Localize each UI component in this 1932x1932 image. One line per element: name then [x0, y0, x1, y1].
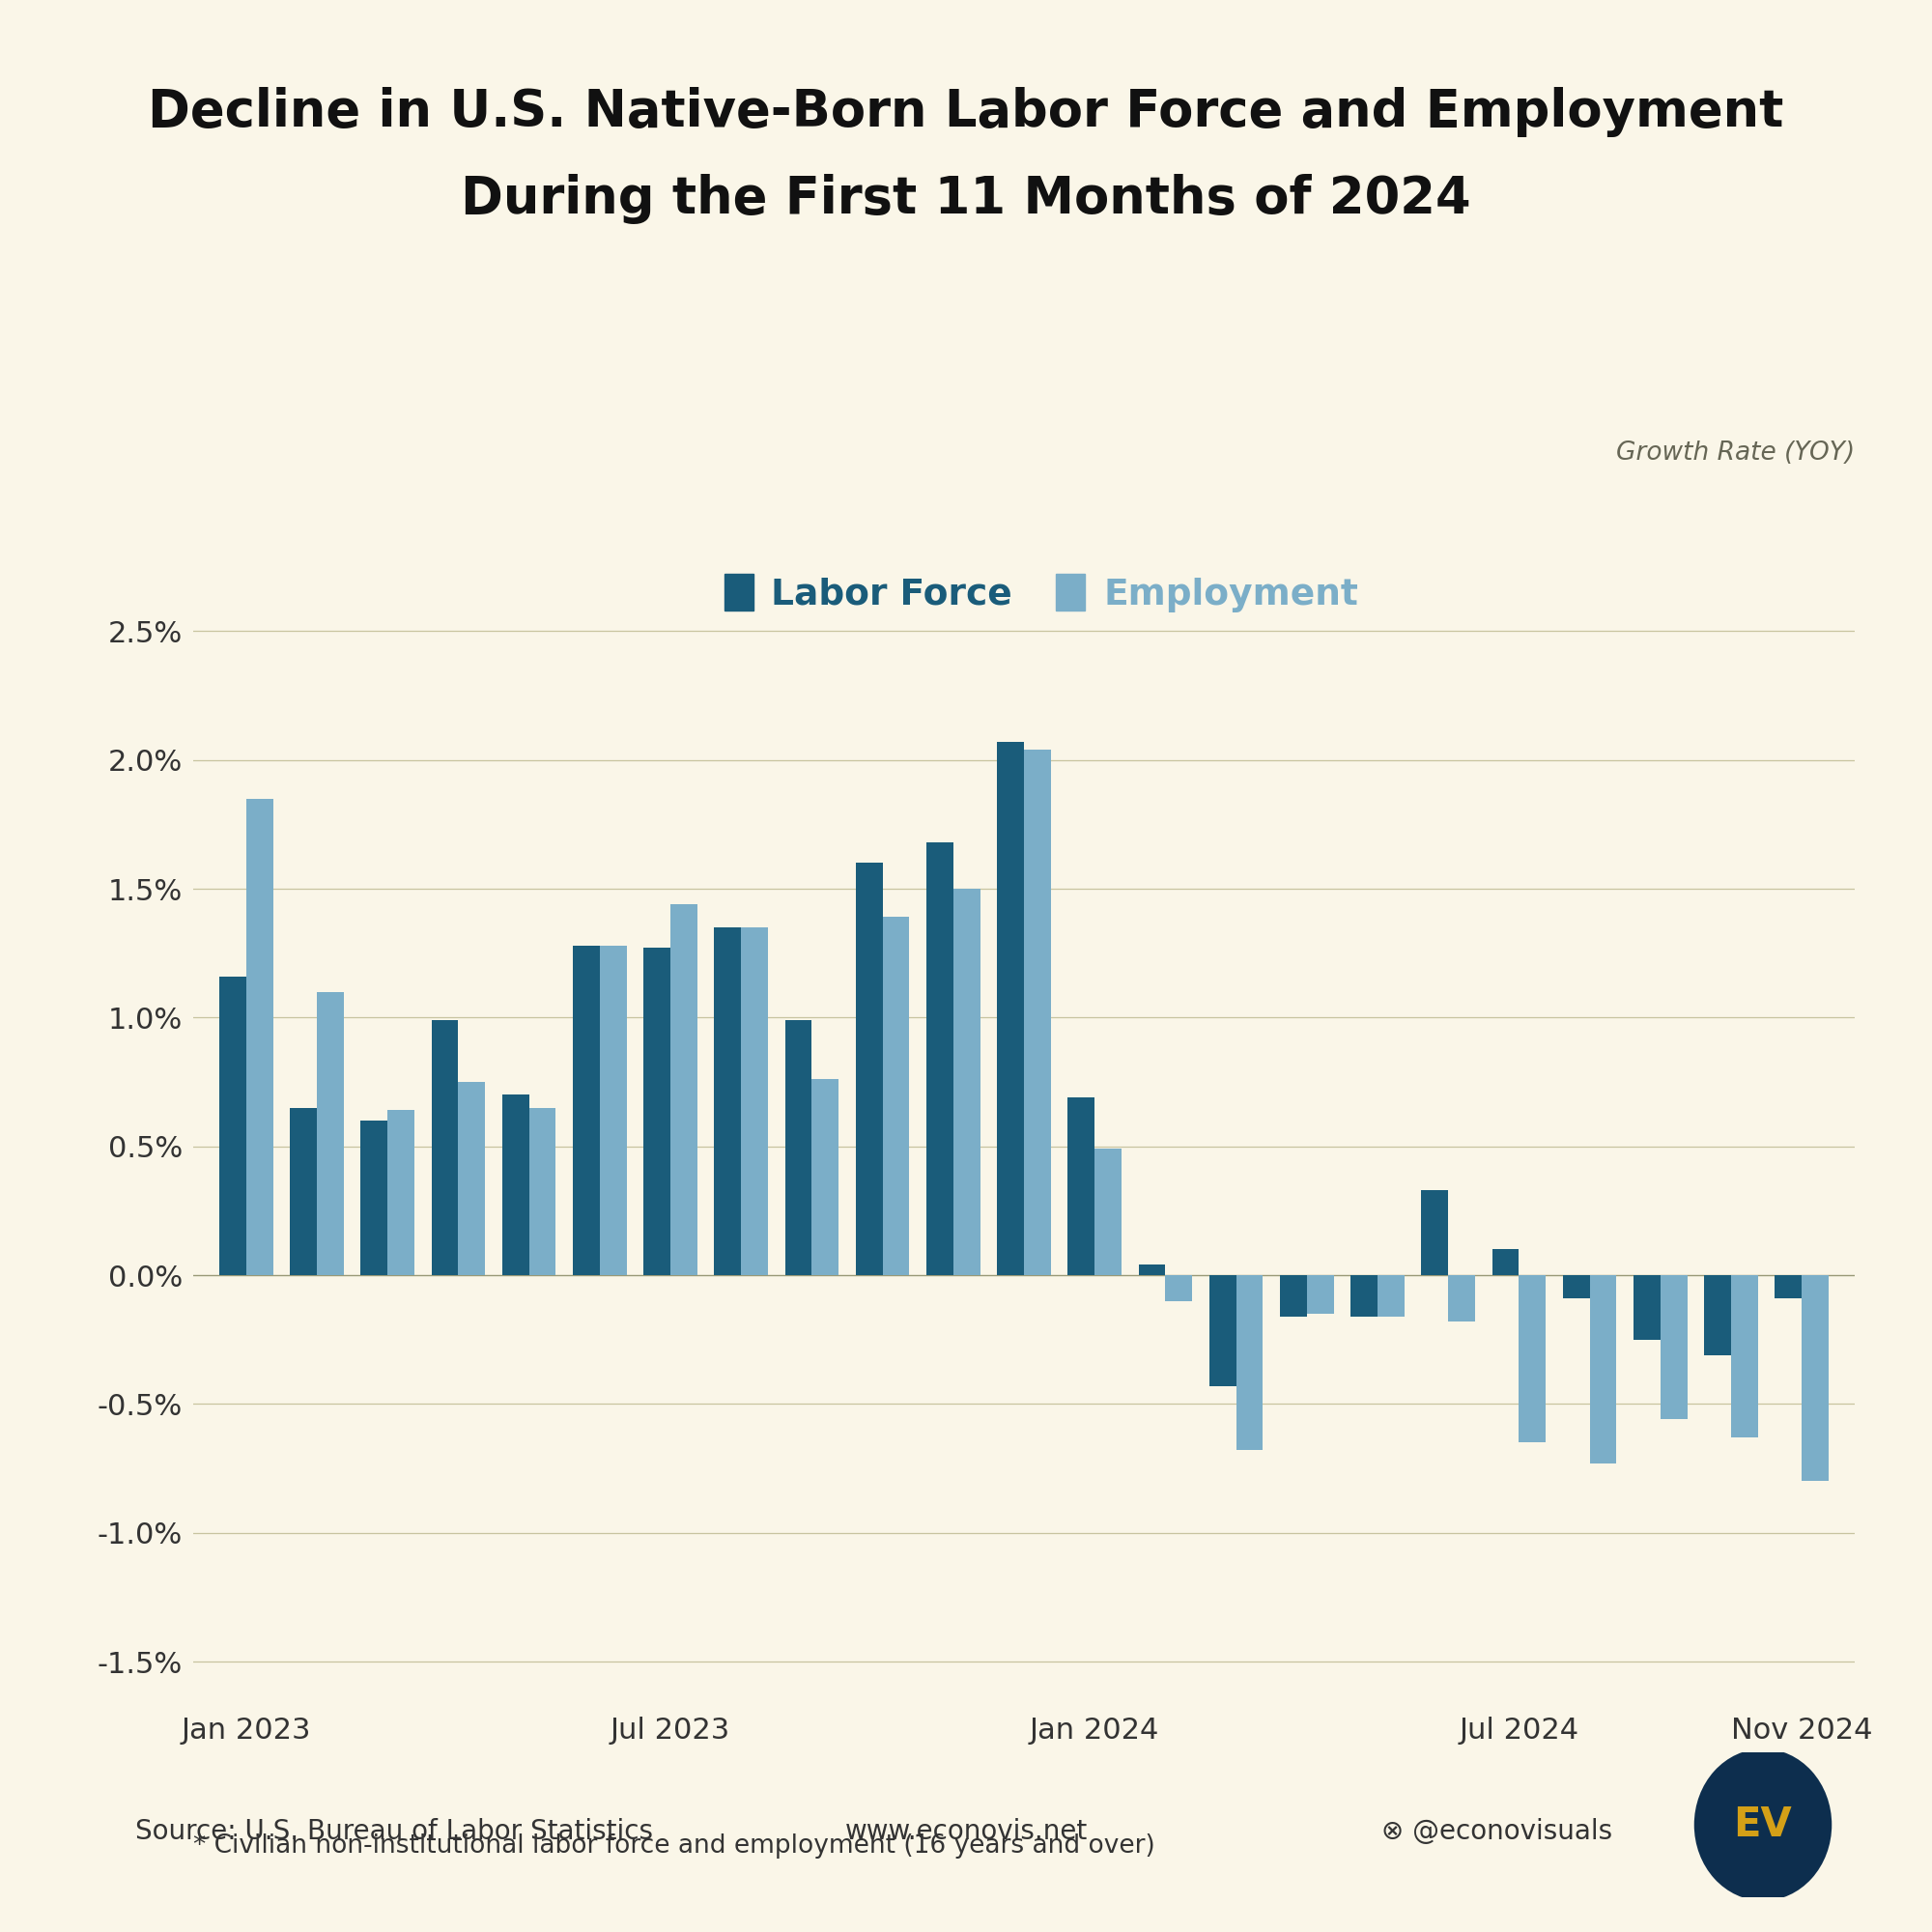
Bar [599, 945, 626, 1275]
Bar [1633, 1275, 1660, 1339]
Text: During the First 11 Months of 2024: During the First 11 Months of 2024 [462, 174, 1470, 224]
Bar [290, 1107, 317, 1275]
Bar [883, 918, 910, 1275]
Text: EV: EV [1733, 1804, 1793, 1845]
Bar [574, 945, 599, 1275]
Bar [952, 889, 980, 1275]
Bar [1449, 1275, 1474, 1321]
Bar [1660, 1275, 1687, 1420]
Bar [502, 1095, 529, 1275]
Bar [1165, 1275, 1192, 1300]
Bar [1803, 1275, 1828, 1482]
Bar [1563, 1275, 1590, 1298]
Bar [1279, 1275, 1306, 1316]
Bar [742, 927, 769, 1275]
Bar [670, 904, 697, 1275]
Bar [1209, 1275, 1236, 1385]
Bar [1378, 1275, 1405, 1316]
Bar [220, 976, 245, 1275]
Text: * Civilian non-institutional labor force and employment (16 years and over): * Civilian non-institutional labor force… [193, 1833, 1155, 1859]
Bar [1024, 750, 1051, 1275]
Bar [1236, 1275, 1264, 1451]
Bar [1704, 1275, 1731, 1354]
Text: www.econovis.net: www.econovis.net [844, 1818, 1088, 1845]
Bar [1519, 1275, 1546, 1443]
Bar [317, 991, 344, 1275]
Bar [643, 949, 670, 1275]
Bar [1095, 1150, 1122, 1275]
Bar [1731, 1275, 1758, 1437]
Bar [1138, 1265, 1165, 1275]
Bar [997, 742, 1024, 1275]
Legend: Labor Force, Employment: Labor Force, Employment [709, 558, 1372, 626]
Text: Growth Rate (YOY): Growth Rate (YOY) [1615, 440, 1855, 466]
Bar [856, 864, 883, 1275]
Bar [1422, 1190, 1449, 1275]
Bar [811, 1080, 838, 1275]
Bar [925, 842, 952, 1275]
Bar [431, 1020, 458, 1275]
Bar [245, 798, 272, 1275]
Bar [1590, 1275, 1617, 1463]
Text: Source: U.S. Bureau of Labor Statistics: Source: U.S. Bureau of Labor Statistics [135, 1818, 653, 1845]
Bar [1776, 1275, 1803, 1298]
Bar [715, 927, 742, 1275]
Text: ⊗ @econovisuals: ⊗ @econovisuals [1381, 1818, 1613, 1845]
Bar [1492, 1250, 1519, 1275]
Ellipse shape [1694, 1748, 1832, 1901]
Bar [784, 1020, 811, 1275]
Bar [361, 1121, 388, 1275]
Bar [1068, 1097, 1095, 1275]
Bar [458, 1082, 485, 1275]
Bar [1350, 1275, 1378, 1316]
Bar [529, 1107, 556, 1275]
Text: Decline in U.S. Native-Born Labor Force and Employment: Decline in U.S. Native-Born Labor Force … [149, 87, 1783, 137]
Bar [1306, 1275, 1333, 1314]
Bar [388, 1111, 415, 1275]
